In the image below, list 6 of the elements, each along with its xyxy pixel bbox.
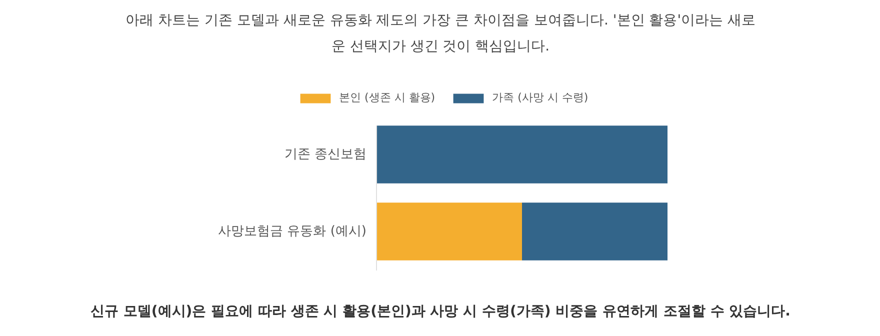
legend-label: 본인 (생존 시 활용) <box>339 90 436 105</box>
chart-title: 아래 차트는 기존 모델과 새로운 유동화 제도의 가장 큰 차이점을 보여줍니다. '본인 활용'이라는 새로운 선택지가 생긴 것이 핵심입니다. <box>126 12 756 54</box>
legend-label: 가족 (사망 시 수령) <box>492 90 588 105</box>
y-tick-label: 기존 종신보험 <box>284 147 367 162</box>
y-tick-label: 사망보험금 유동화 (예시) <box>218 224 367 239</box>
text: 신규 모델(예시)은 필요에 따라 생존 시 활용(본인)과 사망 시 수령(가족) 비중을 유연하게 조절할 수 있습니다. <box>90 304 790 320</box>
